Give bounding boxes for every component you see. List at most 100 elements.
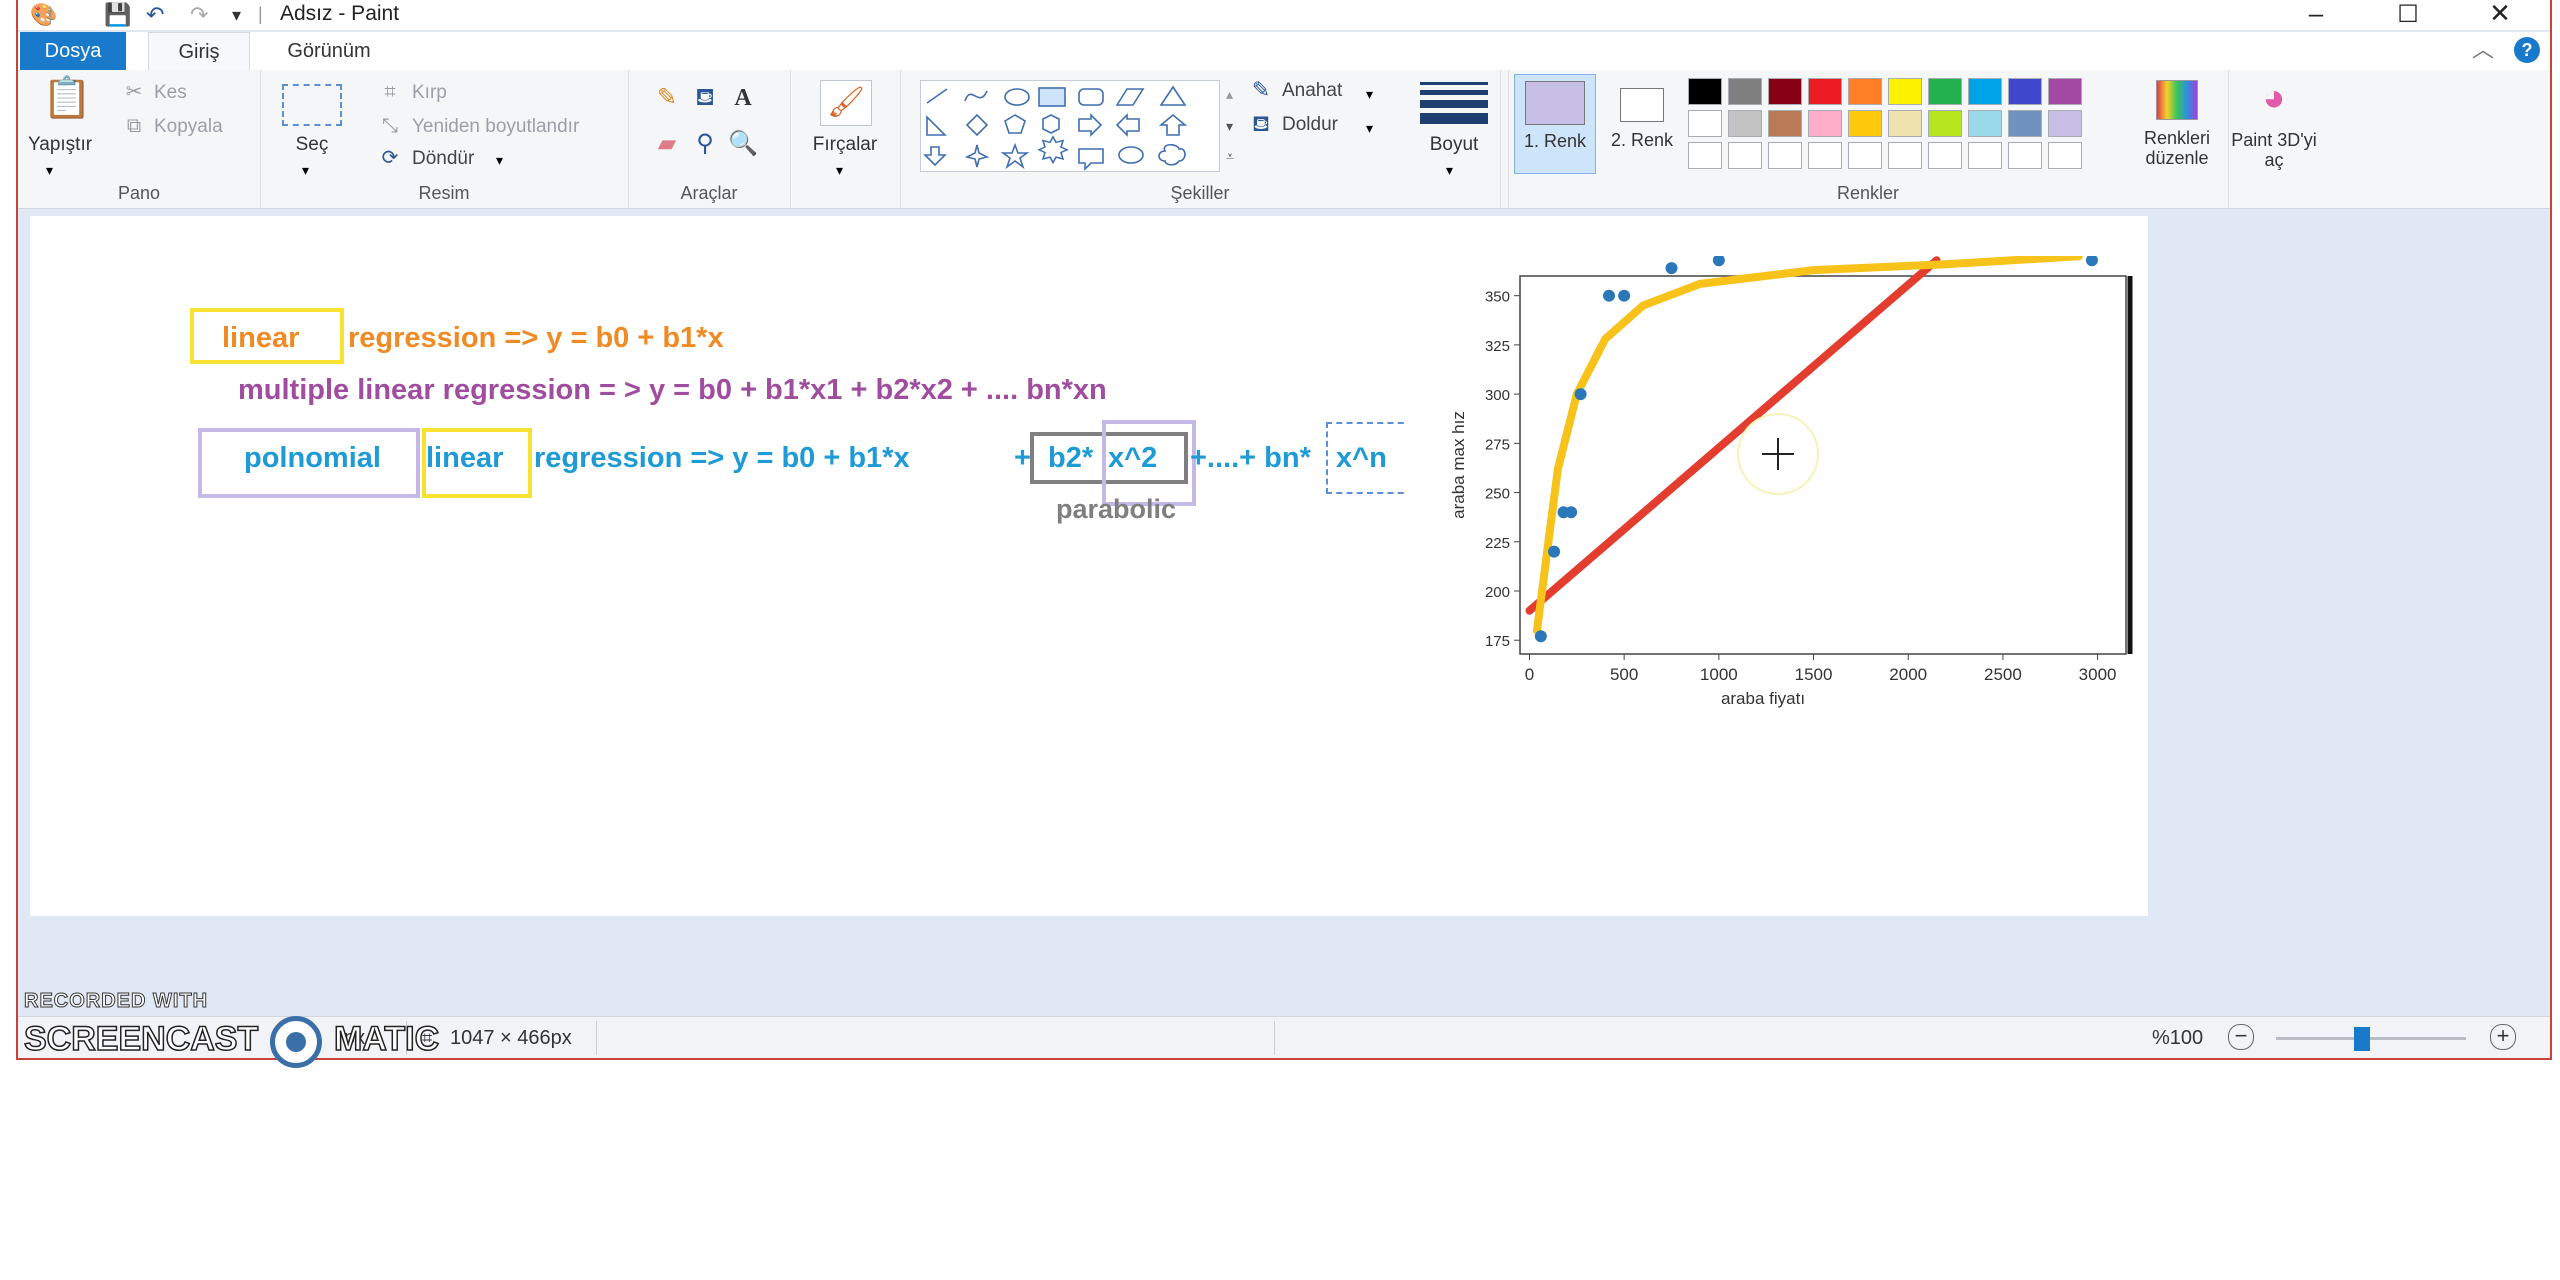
text-icon[interactable]: A bbox=[734, 85, 752, 111]
paint3d-button[interactable]: Paint 3D'yi aç bbox=[2231, 130, 2317, 170]
color-swatch[interactable] bbox=[1968, 142, 2002, 169]
chevron-down-icon[interactable]: ▾ bbox=[836, 162, 844, 178]
zoom-out-icon[interactable]: − bbox=[2228, 1024, 2254, 1050]
divider: | bbox=[48, 4, 53, 24]
cut-button[interactable]: Kes bbox=[154, 82, 187, 103]
cut-icon[interactable]: ✂ bbox=[125, 81, 143, 103]
color-swatch[interactable] bbox=[1808, 110, 1842, 137]
tab-file[interactable]: Dosya bbox=[20, 32, 126, 70]
customize-quick-access-icon[interactable]: ▾ bbox=[232, 5, 242, 25]
zoom-slider-track[interactable] bbox=[2276, 1037, 2466, 1040]
scroll-up-icon[interactable]: ▴ bbox=[1226, 86, 1234, 102]
color-swatch[interactable] bbox=[1808, 142, 1842, 169]
size-group: Boyut ▾ bbox=[1400, 70, 1509, 208]
color1-selector[interactable]: 1. Renk bbox=[1514, 74, 1596, 174]
zoom-slider-handle[interactable] bbox=[2354, 1027, 2370, 1051]
shapes-gallery-icons[interactable] bbox=[921, 81, 1221, 173]
color-picker-icon[interactable]: ⚲ bbox=[696, 130, 714, 157]
tab-home[interactable]: Giriş bbox=[148, 32, 250, 71]
undo-icon[interactable]: ↶ bbox=[146, 2, 165, 27]
selection-rectangle[interactable] bbox=[1326, 422, 1414, 494]
copy-button[interactable]: Kopyala bbox=[154, 116, 223, 137]
rotate-icon[interactable]: ⟳ bbox=[381, 147, 399, 169]
edit-colors-icon[interactable] bbox=[2156, 80, 2198, 120]
color-swatch[interactable] bbox=[1888, 142, 1922, 169]
chevron-down-icon[interactable]: ▾ bbox=[1446, 162, 1454, 178]
close-icon[interactable]: ✕ bbox=[2489, 0, 2511, 28]
color-swatch[interactable] bbox=[1728, 110, 1762, 137]
color-swatch[interactable] bbox=[1848, 78, 1882, 105]
brushes-button[interactable]: Fırçalar bbox=[812, 134, 878, 155]
crop-icon[interactable]: ⌗ bbox=[384, 81, 396, 103]
maximize-icon[interactable]: ☐ bbox=[2397, 1, 2419, 28]
color-swatch[interactable] bbox=[2008, 78, 2042, 105]
select-icon[interactable] bbox=[282, 84, 342, 126]
magnifier-icon[interactable]: 🔍 bbox=[728, 130, 758, 157]
color-swatch[interactable] bbox=[2008, 110, 2042, 137]
pencil-icon[interactable]: ✎ bbox=[656, 84, 678, 111]
tab-view[interactable]: Görünüm bbox=[287, 40, 371, 62]
paint-app-icon[interactable]: 🎨 bbox=[30, 2, 58, 27]
color-swatch[interactable] bbox=[1688, 110, 1722, 137]
minimize-icon[interactable]: – bbox=[2308, 0, 2324, 28]
paint3d-icon[interactable]: ◕ bbox=[2262, 77, 2286, 119]
color-swatch[interactable] bbox=[1928, 142, 1962, 169]
scroll-down-icon[interactable]: ▾ bbox=[1226, 118, 1234, 134]
paste-icon[interactable]: 📋 bbox=[42, 76, 92, 120]
chevron-down-icon[interactable]: ▾ bbox=[496, 152, 504, 168]
outline-icon[interactable]: ✎ bbox=[1251, 77, 1271, 102]
resize-button[interactable]: Yeniden boyutlandır bbox=[412, 116, 580, 137]
color-swatch[interactable] bbox=[1848, 142, 1882, 169]
group-label: Resim bbox=[418, 183, 470, 203]
color2-selector[interactable]: 2. Renk bbox=[1606, 74, 1678, 174]
color-swatch[interactable] bbox=[1728, 78, 1762, 105]
help-icon[interactable]: ? bbox=[2514, 37, 2540, 63]
brush-icon[interactable]: 🖌 bbox=[820, 80, 872, 126]
redo-icon[interactable]: ↷ bbox=[190, 2, 209, 27]
collapse-ribbon-icon[interactable]: ︿ bbox=[2472, 37, 2495, 62]
color-swatch[interactable] bbox=[1688, 78, 1722, 105]
canvas-size-icon: ⌗ bbox=[422, 1028, 433, 1048]
resize-icon[interactable]: ⤡ bbox=[382, 115, 398, 137]
color-swatch[interactable] bbox=[2048, 78, 2082, 105]
copy-icon[interactable]: ⧉ bbox=[126, 115, 142, 137]
edit-colors-button[interactable]: Renkleri düzenle bbox=[2143, 128, 2211, 168]
select-button[interactable]: Seç bbox=[295, 134, 329, 155]
drawing-canvas[interactable]: linear regression => y = b0 + b1*x multi… bbox=[30, 216, 2148, 916]
color-swatch[interactable] bbox=[1768, 78, 1802, 105]
color-swatch[interactable] bbox=[1768, 110, 1802, 137]
color-swatch[interactable] bbox=[1768, 142, 1802, 169]
chevron-down-icon[interactable]: ▾ bbox=[46, 162, 54, 178]
colors-group: 1. Renk 2. Renk Renkleri düzenle Renkler bbox=[1508, 70, 2229, 208]
color-swatch[interactable] bbox=[1728, 142, 1762, 169]
color-swatch[interactable] bbox=[1848, 110, 1882, 137]
eraser-icon[interactable]: ▰ bbox=[657, 130, 677, 157]
chevron-down-icon[interactable]: ▾ bbox=[1366, 120, 1374, 136]
color-swatch[interactable] bbox=[1688, 142, 1722, 169]
more-shapes-icon[interactable]: ⩡ bbox=[1226, 148, 1234, 164]
color-swatch[interactable] bbox=[1888, 78, 1922, 105]
save-icon[interactable]: 💾 bbox=[104, 2, 132, 27]
rotate-button[interactable]: Döndür bbox=[412, 148, 475, 169]
zoom-in-icon[interactable]: + bbox=[2490, 1024, 2516, 1050]
color-swatch[interactable] bbox=[1968, 110, 2002, 137]
fill-bucket-icon[interactable]: ⛾ bbox=[695, 84, 715, 111]
color-swatch[interactable] bbox=[2048, 142, 2082, 169]
fill-button[interactable]: Doldur bbox=[1282, 114, 1338, 135]
size-icon[interactable] bbox=[1420, 82, 1488, 124]
color-swatch[interactable] bbox=[2048, 110, 2082, 137]
color-swatch[interactable] bbox=[1968, 78, 2002, 105]
crop-button[interactable]: Kırp bbox=[412, 82, 447, 103]
y-axis-label: araba max hız bbox=[1449, 411, 1468, 519]
chevron-down-icon[interactable]: ▾ bbox=[1366, 86, 1374, 102]
fill-icon[interactable]: ⛾ bbox=[1252, 111, 1270, 136]
size-button[interactable]: Boyut bbox=[1429, 134, 1479, 155]
paste-button[interactable]: Yapıştır bbox=[28, 134, 93, 155]
outline-button[interactable]: Anahat bbox=[1282, 80, 1343, 101]
chevron-down-icon[interactable]: ▾ bbox=[302, 162, 310, 178]
color-swatch[interactable] bbox=[1808, 78, 1842, 105]
color-swatch[interactable] bbox=[1928, 110, 1962, 137]
color-swatch[interactable] bbox=[2008, 142, 2042, 169]
color-swatch[interactable] bbox=[1888, 110, 1922, 137]
color-swatch[interactable] bbox=[1928, 78, 1962, 105]
